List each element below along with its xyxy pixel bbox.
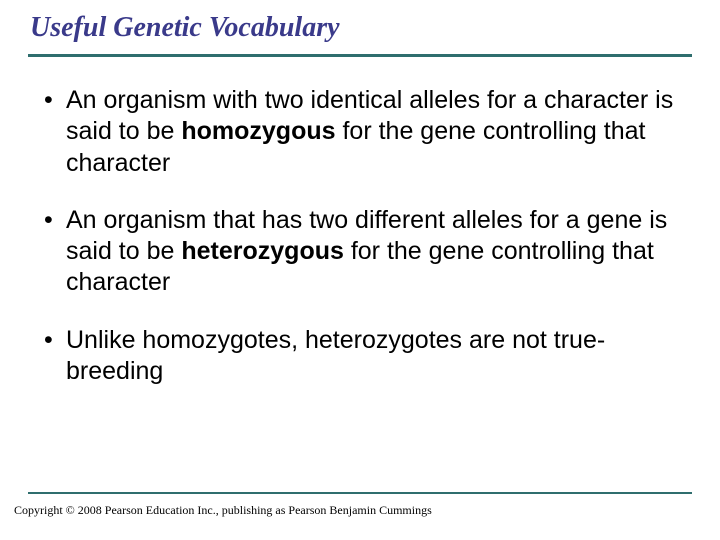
footer-divider xyxy=(28,492,692,494)
list-item: Unlike homozygotes, heterozygotes are no… xyxy=(44,325,692,388)
list-item: An organism with two identical alleles f… xyxy=(44,85,692,179)
bullet-text-pre: Unlike homozygotes, heterozygotes are no… xyxy=(66,326,605,385)
slide-title: Useful Genetic Vocabulary xyxy=(28,12,692,44)
list-item: An organism that has two different allel… xyxy=(44,205,692,299)
slide: Useful Genetic Vocabulary An organism wi… xyxy=(0,0,720,540)
title-divider xyxy=(28,54,692,57)
bullet-text-bold: heterozygous xyxy=(181,237,344,265)
bullet-list: An organism with two identical alleles f… xyxy=(28,85,692,387)
copyright-text: Copyright © 2008 Pearson Education Inc.,… xyxy=(14,503,432,518)
bullet-text-bold: homozygous xyxy=(181,117,335,145)
